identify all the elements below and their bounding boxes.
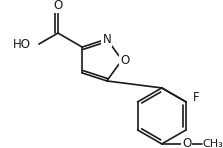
Text: O: O — [120, 53, 130, 66]
Text: O: O — [182, 137, 191, 148]
Text: N: N — [102, 33, 111, 46]
Text: HO: HO — [13, 38, 31, 51]
Text: O: O — [53, 0, 63, 12]
Text: CH₃: CH₃ — [203, 139, 223, 148]
Text: F: F — [193, 91, 199, 104]
